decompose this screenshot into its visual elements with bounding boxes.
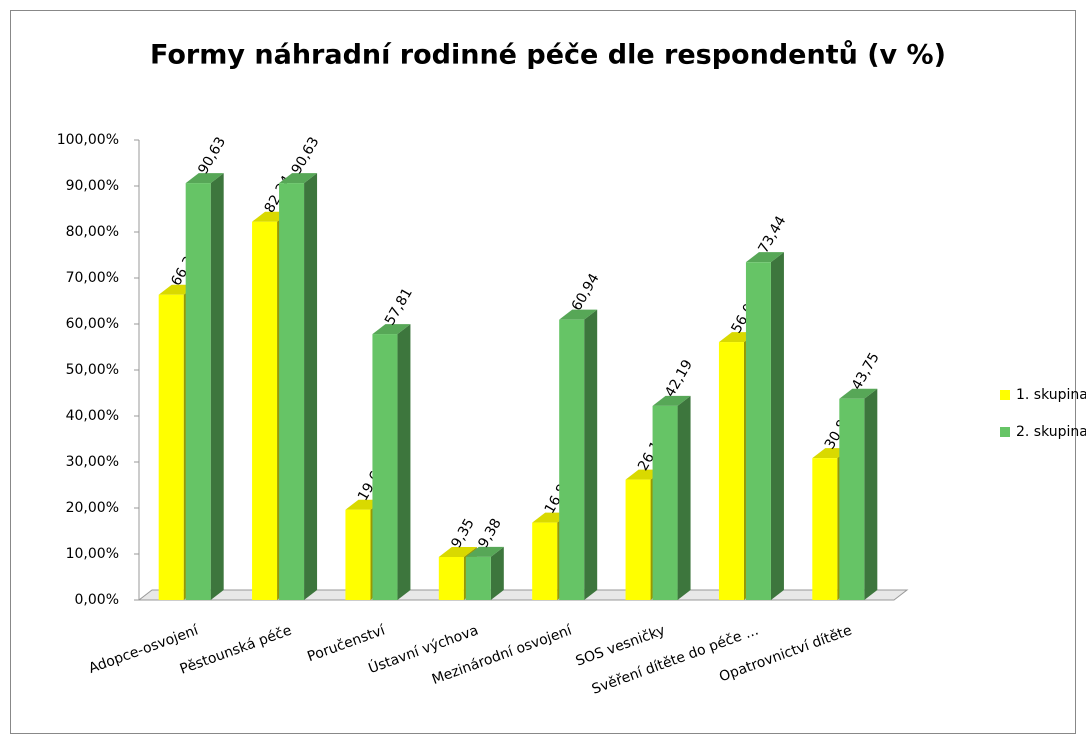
bar [745,262,771,600]
bar-top [745,252,784,263]
bar-side [397,324,411,600]
bar [839,398,865,600]
legend-label: 2. skupina [1016,424,1086,440]
y-tick-label: 90,00% [66,178,119,194]
y-tick-label: 30,00% [66,454,119,470]
legend-label: 1. skupina [1016,387,1086,403]
bar [718,342,744,600]
bar [345,509,371,600]
chart-title: Formy náhradní rodinné péče dle responde… [150,40,946,71]
bar [559,319,585,600]
bar-side [584,309,598,600]
bar [625,479,651,600]
y-tick-label: 100,00% [57,132,119,148]
bar-side [864,388,878,600]
bar-side [770,252,784,600]
bar-top [652,395,691,406]
y-tick-label: 50,00% [66,362,119,378]
bar [185,183,211,601]
bar-top [559,309,598,320]
bar [252,221,278,601]
bar [532,522,558,600]
y-tick-label: 70,00% [66,270,119,286]
bar [465,556,491,600]
bar-top [839,388,878,399]
y-tick-label: 0,00% [75,592,119,608]
y-tick-label: 60,00% [66,316,119,332]
bar-top [465,546,504,557]
bar [652,405,678,600]
y-tick-label: 40,00% [66,408,119,424]
bar-side [210,173,224,601]
bar-top [279,173,318,184]
bar-top [438,546,477,557]
bar-top [372,324,411,335]
bar-side [677,395,691,600]
bar [158,294,184,600]
bar-side [304,173,318,601]
legend-swatch [1000,390,1010,400]
bar [372,334,398,600]
bar [438,556,464,600]
bar-side [490,546,504,600]
bar [279,183,305,601]
y-tick-label: 20,00% [66,500,119,516]
y-tick-label: 80,00% [66,224,119,240]
bar [812,458,838,600]
legend-swatch [1000,427,1010,437]
y-tick-label: 10,00% [66,546,119,562]
bar-top [185,173,224,184]
